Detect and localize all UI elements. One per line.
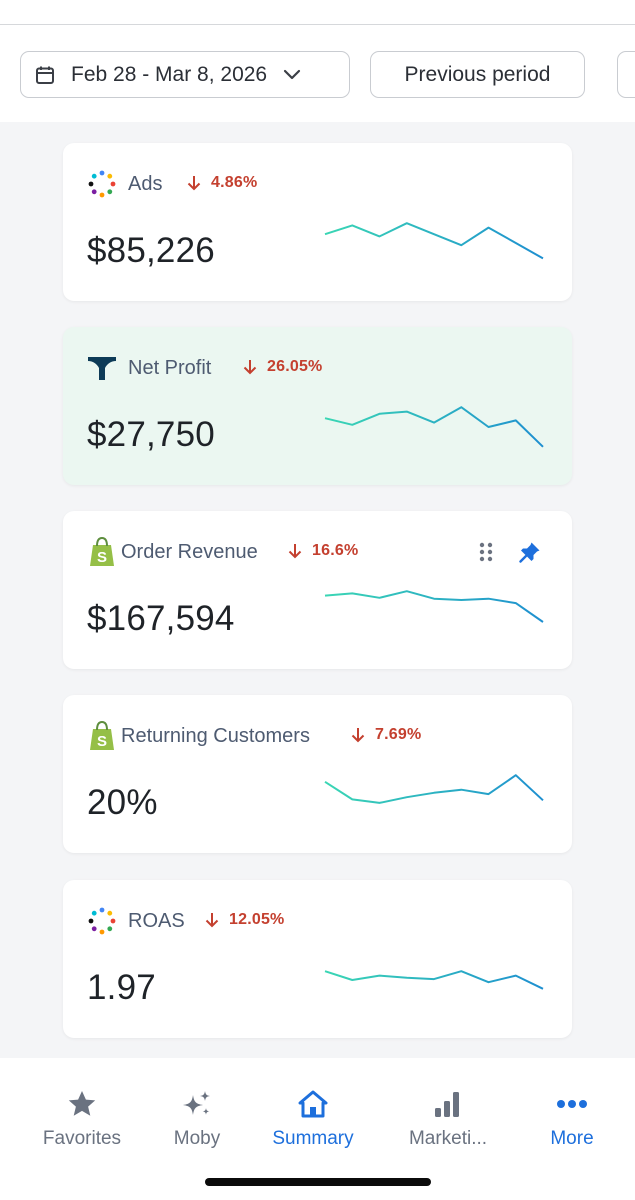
metric-value: 20%: [87, 783, 158, 822]
nav-label: More: [550, 1128, 594, 1149]
bar-chart-icon: [383, 1088, 513, 1120]
metric-sparkline: [324, 970, 544, 990]
metric-title: Ads: [128, 173, 163, 195]
more-dots-icon: [507, 1088, 635, 1120]
metric-delta: 12.05%: [205, 911, 284, 929]
metric-title: Returning Customers: [121, 725, 310, 747]
metric-delta: 26.05%: [243, 358, 322, 376]
more-filters-button[interactable]: [617, 51, 635, 98]
nav-item-favorites[interactable]: Favorites: [17, 1088, 147, 1150]
chevron-down-icon: [283, 69, 301, 81]
compare-period-label: Previous period: [404, 62, 551, 86]
sparkline-path: [324, 222, 544, 260]
metric-value: 1.97: [87, 968, 156, 1007]
metric-delta-value: 12.05%: [229, 911, 285, 928]
nav-item-more[interactable]: More: [507, 1088, 635, 1150]
metric-sparkline: [324, 406, 544, 448]
metric-sparkline: [324, 222, 544, 260]
metric-card-ads[interactable]: Ads 4.86% $85,226: [63, 143, 572, 301]
metric-title: Order Revenue: [121, 541, 258, 563]
metric-delta-value: 4.86%: [211, 174, 258, 191]
date-range-picker[interactable]: Feb 28 - Mar 8, 2026: [20, 51, 350, 98]
sparkles-icon: [132, 1088, 262, 1120]
arrow-down-icon: [187, 176, 201, 191]
top-header: Feb 28 - Mar 8, 2026 Previous period: [0, 0, 635, 122]
arrow-down-icon: [288, 544, 302, 559]
shopify-bag-icon: S: [87, 721, 117, 751]
nav-label: Marketi...: [408, 1128, 488, 1149]
metric-sparkline: [324, 774, 544, 804]
arrow-down-icon: [243, 360, 257, 375]
svg-text:S: S: [97, 733, 107, 750]
sparkline-path: [324, 590, 544, 623]
home-indicator: [205, 1178, 431, 1186]
metric-title: Net Profit: [128, 357, 212, 379]
metric-delta-value: 7.69%: [375, 726, 422, 743]
drag-handle-icon[interactable]: [479, 542, 493, 562]
nav-item-summary[interactable]: Summary: [248, 1088, 378, 1150]
home-icon: [248, 1088, 378, 1120]
nav-label: Summary: [272, 1128, 354, 1149]
triple-whale-logo-icon: [87, 353, 117, 383]
metric-value: $85,226: [87, 231, 215, 270]
metric-card-order-revenue[interactable]: S Order Revenue 16.6% $167,594: [63, 511, 572, 669]
metric-delta: 16.6%: [288, 542, 358, 560]
metric-value: $167,594: [87, 599, 235, 638]
metric-card-net-profit[interactable]: Net Profit 26.05% $27,750: [63, 327, 572, 485]
metric-value: $27,750: [87, 415, 215, 454]
calendar-icon: [35, 65, 55, 85]
arrow-down-icon: [351, 728, 365, 743]
nav-item-moby[interactable]: Moby: [132, 1088, 262, 1150]
sparkline-path: [324, 406, 544, 448]
shopify-bag-icon: S: [87, 537, 117, 567]
bottom-navigation: [0, 1058, 635, 1200]
metric-delta-value: 26.05%: [267, 358, 323, 375]
multicolor-dots-icon: [87, 169, 117, 199]
nav-label: Favorites: [42, 1128, 122, 1149]
compare-period-button[interactable]: Previous period: [370, 51, 585, 98]
svg-text:S: S: [97, 549, 107, 566]
sparkline-path: [324, 970, 544, 990]
metric-card-roas[interactable]: ROAS 12.05% 1.97: [63, 880, 572, 1038]
nav-item-marketing[interactable]: Marketi...: [383, 1088, 513, 1150]
multicolor-dots-icon: [87, 906, 117, 936]
date-range-label: Feb 28 - Mar 8, 2026: [71, 62, 268, 86]
pin-icon[interactable]: [519, 541, 541, 563]
metric-sparkline: [324, 590, 544, 623]
metric-card-returning-customers[interactable]: S Returning Customers 7.69% 20%: [63, 695, 572, 853]
metric-delta: 7.69%: [351, 726, 421, 744]
sparkline-path: [324, 774, 544, 804]
nav-label: Moby: [173, 1128, 221, 1149]
metric-delta-value: 16.6%: [312, 542, 359, 559]
metric-title: ROAS: [128, 910, 185, 932]
header-divider: [0, 24, 635, 25]
metric-delta: 4.86%: [187, 174, 257, 192]
star-icon: [17, 1088, 147, 1120]
arrow-down-icon: [205, 913, 219, 928]
